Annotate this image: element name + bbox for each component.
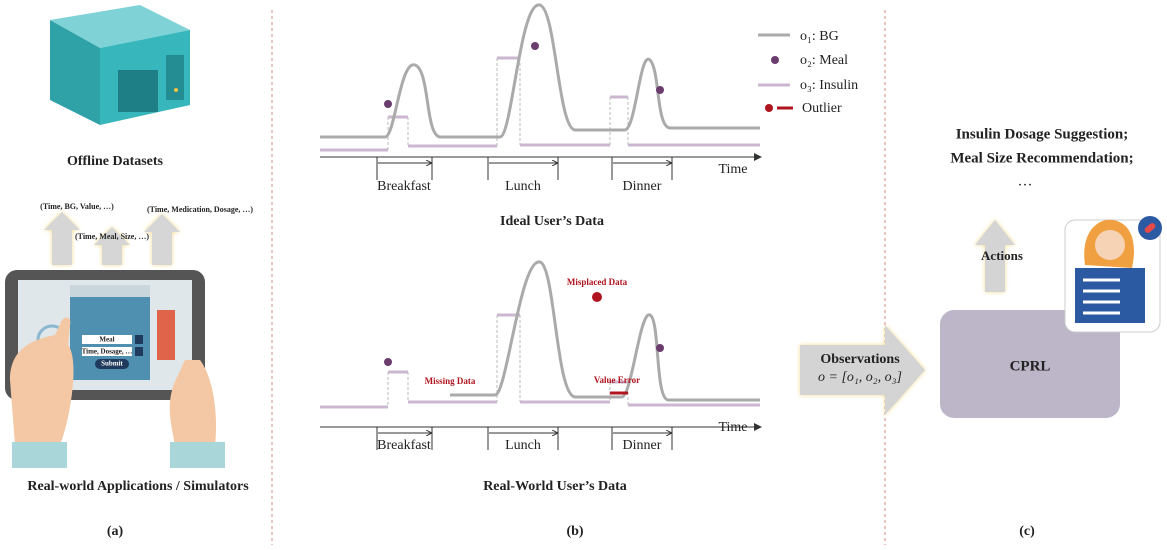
output-text: Meal Size Recommendation;	[950, 150, 1133, 166]
upload-arrows	[44, 212, 180, 265]
period-label: Lunch	[505, 179, 541, 194]
hands	[10, 317, 225, 468]
ideal-chart	[320, 3, 762, 180]
annotation: Missing Data	[425, 376, 476, 386]
period-label: Breakfast	[377, 179, 431, 194]
output-text: Insulin Dosage Suggestion;	[956, 126, 1129, 142]
app-button: Submit	[101, 360, 123, 368]
legend-swatch	[771, 56, 779, 64]
panel-label: (a)	[107, 524, 124, 539]
server-icon	[50, 5, 190, 125]
annotation: Misplaced Data	[567, 277, 628, 287]
period-label: Breakfast	[377, 438, 431, 453]
legend-label: o₂: Meal	[800, 53, 848, 68]
app-field: Time, Dosage, …	[82, 348, 133, 356]
observations-arrow	[800, 325, 925, 415]
legend-label: o₁: BG	[800, 29, 839, 44]
app-field: Meal	[99, 336, 114, 344]
actions-arrow	[975, 220, 1015, 292]
arrow-label: Actions	[981, 248, 1023, 263]
agent-box	[940, 310, 1120, 418]
tuple: (Time, Medication, Dosage, …)	[147, 205, 253, 214]
formula: o = [o₁, o₂, o₃]	[818, 370, 902, 385]
chart-title: Real-World User’s Data	[483, 479, 627, 494]
axis-label: Time	[718, 420, 747, 435]
chart-title: Ideal User’s Data	[500, 214, 604, 229]
annotation: Value Error	[594, 375, 640, 385]
tuple: (Time, Meal, Size, …)	[75, 232, 149, 241]
panel-label: (b)	[566, 524, 583, 539]
period-label: Dinner	[623, 179, 662, 194]
doctor-icon	[1064, 216, 1162, 333]
panel-label: (c)	[1019, 524, 1035, 539]
legend-label: o₃: Insulin	[800, 78, 858, 93]
output-text: …	[1018, 173, 1033, 189]
panel-title: Offline Datasets	[67, 154, 164, 169]
legend-label: Outlier	[802, 101, 842, 116]
tuple: (Time, BG, Value, …)	[40, 202, 114, 211]
legend-swatch	[765, 104, 773, 112]
axis-label: Time	[718, 162, 747, 177]
arrow-label: Observations	[820, 352, 900, 367]
period-label: Lunch	[505, 438, 541, 453]
period-label: Dinner	[623, 438, 662, 453]
real-chart	[320, 260, 762, 450]
caption: Real-world Applications / Simulators	[27, 479, 249, 494]
agent-label: CPRL	[1010, 358, 1051, 374]
